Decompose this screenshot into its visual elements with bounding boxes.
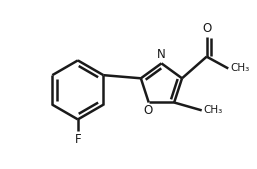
Text: O: O <box>202 22 211 35</box>
Text: F: F <box>75 133 81 146</box>
Text: CH₃: CH₃ <box>230 64 250 74</box>
Text: O: O <box>143 104 152 117</box>
Text: CH₃: CH₃ <box>204 105 223 115</box>
Text: N: N <box>157 48 166 61</box>
